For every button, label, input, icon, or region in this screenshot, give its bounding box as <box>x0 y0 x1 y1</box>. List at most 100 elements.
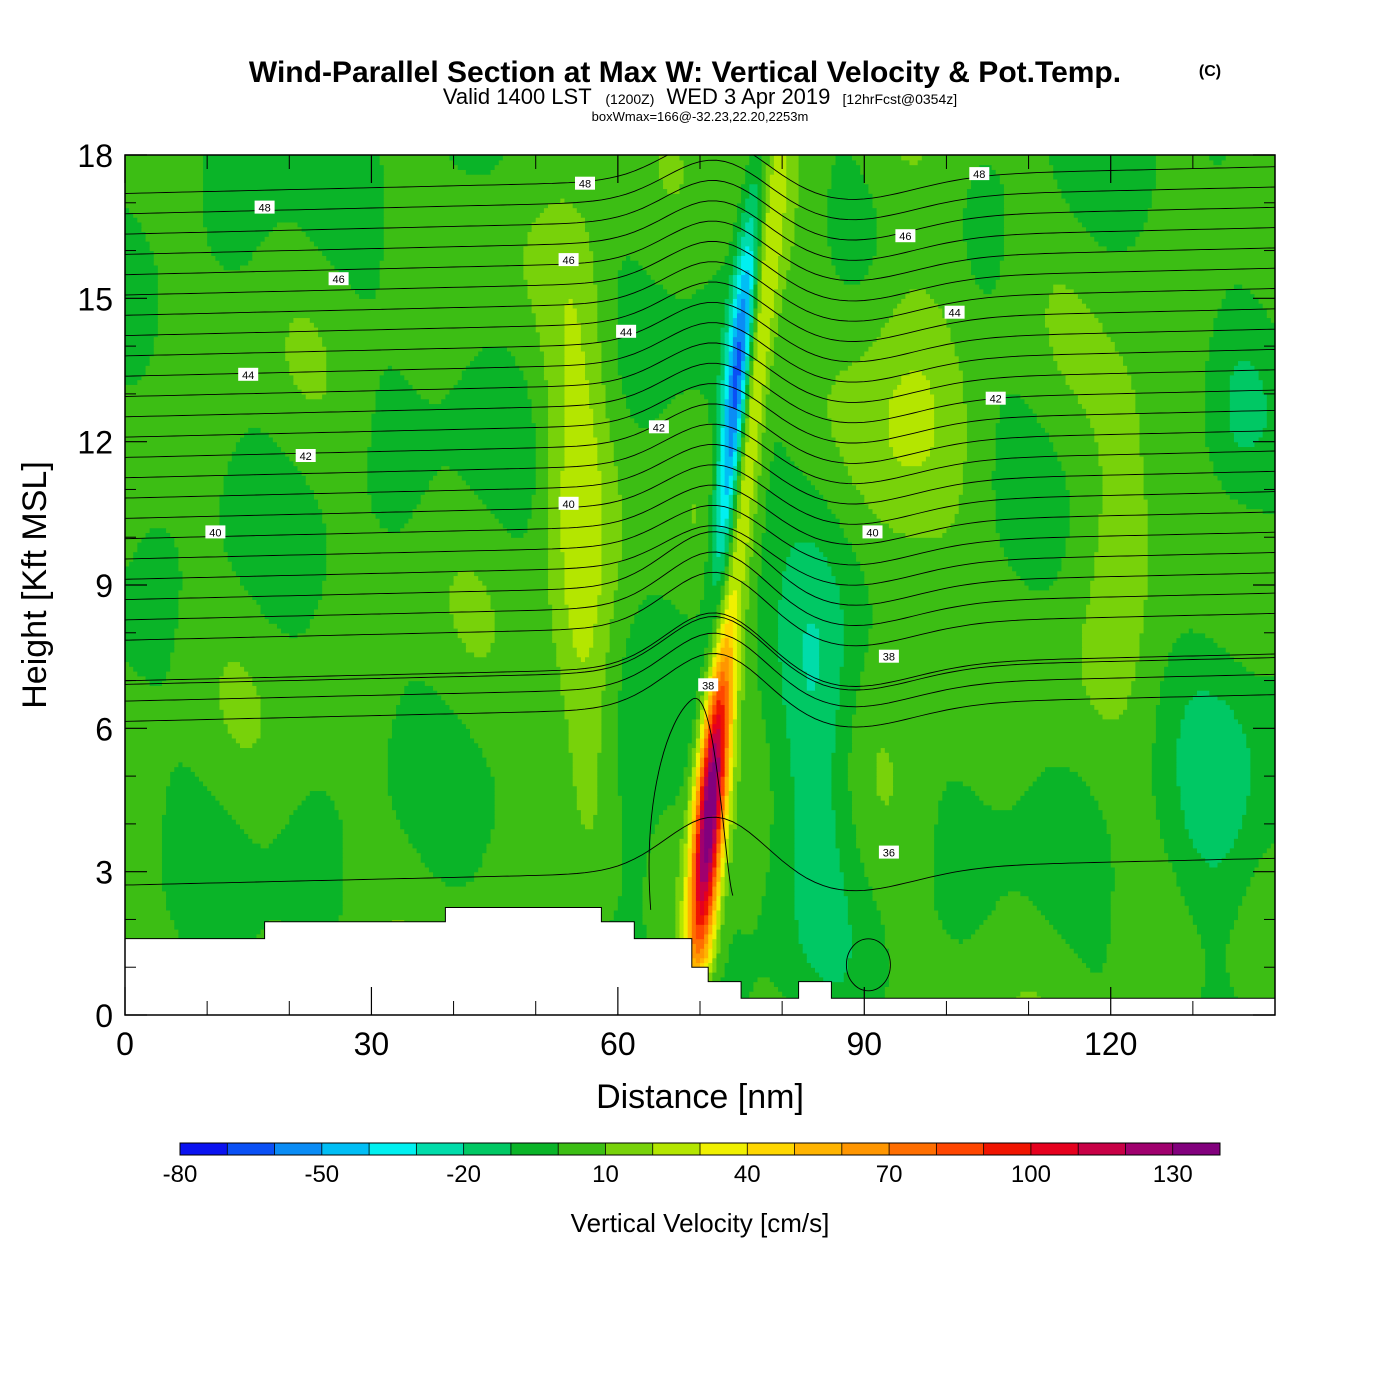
velocity-cell <box>724 795 730 801</box>
velocity-cell <box>749 370 754 376</box>
velocity-cell <box>379 518 409 524</box>
velocity-cell <box>847 900 878 906</box>
velocity-cell <box>695 508 709 514</box>
velocity-cell <box>367 484 430 491</box>
velocity-cell <box>835 737 853 744</box>
velocity-cell <box>379 260 524 266</box>
velocity-cell <box>728 537 734 543</box>
velocity-cell <box>732 436 738 443</box>
velocity-cell <box>934 876 1116 882</box>
velocity-cell <box>835 809 853 815</box>
velocity-cell <box>215 255 253 261</box>
velocity-cell <box>724 895 763 901</box>
velocity-cell <box>716 269 734 276</box>
velocity-cell <box>601 341 619 347</box>
velocity-cell <box>716 518 722 524</box>
velocity-cell <box>601 747 619 753</box>
velocity-cell <box>810 962 849 968</box>
velocity-cell <box>765 393 828 400</box>
velocity-cell <box>125 503 221 510</box>
velocity-cell <box>847 780 878 787</box>
velocity-cell <box>613 909 644 916</box>
velocity-cell <box>157 274 344 280</box>
velocity-cell <box>757 589 783 596</box>
velocity-cell <box>1053 164 1157 170</box>
velocity-cell <box>831 245 878 252</box>
velocity-cell <box>732 374 738 381</box>
velocity-cell <box>556 647 578 653</box>
theta-contour-line <box>125 362 1275 424</box>
velocity-cell <box>716 804 722 811</box>
velocity-cell <box>1061 460 1099 467</box>
velocity-cell <box>995 513 1071 519</box>
velocity-cell <box>728 943 804 949</box>
velocity-cell <box>695 709 701 715</box>
velocity-cell <box>387 737 475 744</box>
velocity-cell <box>609 422 639 428</box>
velocity-cell <box>1098 546 1149 553</box>
velocity-cell <box>1094 551 1149 557</box>
velocity-cell <box>613 441 713 448</box>
velocity-cell <box>515 355 545 362</box>
velocity-cell <box>790 771 833 777</box>
velocity-cell <box>835 733 853 739</box>
velocity-cell <box>572 202 738 209</box>
velocity-cell <box>1135 675 1165 682</box>
velocity-cell <box>728 499 734 505</box>
velocity-cell <box>548 451 566 457</box>
velocity-cell <box>695 933 705 940</box>
velocity-cell <box>786 723 837 729</box>
velocity-cell <box>1077 398 1136 405</box>
velocity-cell <box>601 694 619 701</box>
velocity-cell <box>872 202 968 209</box>
velocity-cell <box>864 494 960 500</box>
velocity-cell <box>1081 671 1136 677</box>
velocity-cell <box>1094 565 1149 572</box>
velocity-cell <box>942 919 984 925</box>
velocity-cell <box>720 632 726 639</box>
velocity-cell <box>761 245 767 252</box>
velocity-cell <box>786 188 800 194</box>
velocity-cell <box>769 317 779 323</box>
velocity-cell <box>732 723 738 729</box>
velocity-cell <box>700 704 705 710</box>
theta-contour-line <box>125 653 1275 728</box>
velocity-cell <box>1205 393 1231 400</box>
velocity-cell <box>732 589 738 596</box>
velocity-cell <box>1139 651 1169 658</box>
velocity-cell <box>876 905 935 911</box>
velocity-cell <box>1151 193 1275 199</box>
contour-label-box <box>895 229 916 243</box>
velocity-cell <box>835 843 857 849</box>
velocity-cell <box>543 355 566 362</box>
velocity-cell <box>1040 771 1079 777</box>
velocity-cell <box>839 585 869 591</box>
velocity-cell <box>338 814 397 820</box>
velocity-cell <box>786 565 833 572</box>
velocity-cell <box>724 360 730 366</box>
velocity-cell <box>170 909 344 916</box>
velocity-cell <box>1106 819 1161 825</box>
velocity-cell <box>732 331 738 338</box>
velocity-cell <box>736 389 742 395</box>
velocity-cell <box>157 264 225 271</box>
velocity-cell <box>695 723 701 729</box>
velocity-cell <box>765 881 796 887</box>
velocity-cell <box>839 446 894 452</box>
velocity-cell <box>700 819 705 825</box>
velocity-cell <box>860 565 1013 572</box>
velocity-cell <box>732 752 738 758</box>
velocity-cell <box>1242 895 1275 901</box>
velocity-cell <box>769 847 796 854</box>
velocity-cell <box>428 484 471 491</box>
velocity-cell <box>708 919 713 925</box>
velocity-cell <box>601 570 619 577</box>
contour-label: 42 <box>653 422 665 434</box>
velocity-cell <box>379 384 414 390</box>
velocity-cell <box>597 761 619 768</box>
velocity-cell <box>728 503 734 510</box>
velocity-cell <box>736 279 742 285</box>
velocity-cell <box>178 556 229 562</box>
velocity-cell <box>732 642 738 648</box>
